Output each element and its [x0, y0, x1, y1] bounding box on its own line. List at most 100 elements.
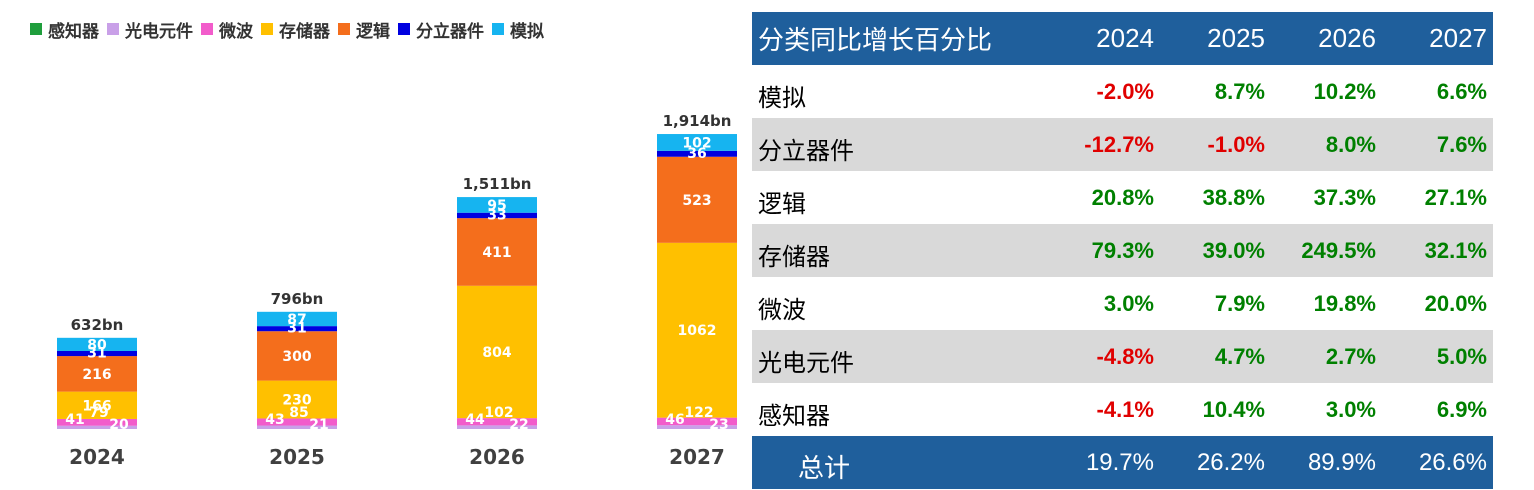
- growth-cell: 3.0%: [1103, 290, 1154, 316]
- total-cell: 89.9%: [1307, 448, 1376, 476]
- bar-segment: [257, 331, 337, 381]
- growth-rate-table: 分类同比增长百分比 2024 2025 2026 2027 模拟 -2.0% 8.7…: [752, 12, 1493, 489]
- bar-value-label: 33: [487, 207, 506, 223]
- bar-value-label: 523: [682, 193, 711, 209]
- x-axis-label: 2027: [669, 445, 725, 469]
- bar-segment: [57, 391, 137, 419]
- x-axis-label: 2025: [269, 445, 325, 469]
- bar-segment: [257, 380, 337, 419]
- bar-value-label: 36: [687, 146, 706, 162]
- chart-legend: 感知器 光电元件 微波 存储器 逻辑 分立器件 模拟: [30, 16, 552, 42]
- growth-cell: 20.8%: [1091, 184, 1154, 210]
- table-total-row: 总计 19.7% 26.2% 89.9% 26.6%: [752, 436, 1493, 489]
- growth-cell: 19.8%: [1313, 290, 1376, 316]
- legend-item: 存储器: [261, 17, 330, 42]
- table-row: 模拟 -2.0% 8.7% 10.2% 6.6%: [752, 65, 1493, 118]
- growth-cell: 249.5%: [1301, 237, 1376, 263]
- legend-item: 光电元件: [107, 17, 193, 42]
- bar-value-label: 102: [484, 405, 513, 421]
- legend-swatch: [30, 23, 42, 35]
- bar-value-label: 102: [682, 135, 711, 151]
- row-category: 感知器: [758, 402, 830, 430]
- row-category: 分立器件: [758, 137, 854, 165]
- total-cell: 26.2%: [1196, 448, 1265, 476]
- row-category: 逻辑: [758, 190, 806, 218]
- bar-value-label: 80: [87, 337, 107, 353]
- growth-cell: -4.8%: [1096, 343, 1154, 369]
- bar-total-label: 1,511bn: [463, 175, 532, 193]
- growth-cell: 10.2%: [1313, 78, 1376, 104]
- legend-swatch: [398, 23, 410, 35]
- bar-segment: [257, 425, 337, 429]
- bar-segment: [457, 197, 537, 213]
- growth-cell: -2.0%: [1096, 78, 1154, 104]
- row-category: 微波: [758, 296, 806, 324]
- bar-value-label: 31: [87, 346, 106, 362]
- bar-value-label: 166: [82, 398, 111, 414]
- growth-cell: 5.0%: [1436, 343, 1487, 369]
- growth-cell: 6.9%: [1436, 396, 1487, 422]
- x-axis-label: 2026: [469, 445, 525, 469]
- bar-value-label: 230: [282, 393, 311, 409]
- table-header-category: 分类同比增长百分比: [758, 26, 993, 56]
- legend-swatch: [492, 23, 504, 35]
- growth-cell: 39.0%: [1202, 237, 1265, 263]
- growth-cell: 8.7%: [1214, 78, 1265, 104]
- table-row: 光电元件 -4.8% 4.7% 2.7% 5.0%: [752, 330, 1493, 383]
- bar-value-label: 95: [487, 198, 506, 214]
- legend-label: 模拟: [510, 21, 544, 42]
- row-category: 存储器: [758, 243, 830, 271]
- table-header-year: 2024: [1096, 23, 1154, 53]
- growth-cell: 38.8%: [1202, 184, 1265, 210]
- bar-value-label: 216: [82, 367, 111, 383]
- table-header-year: 2026: [1318, 23, 1376, 53]
- legend-item: 微波: [201, 17, 253, 42]
- legend-swatch: [201, 23, 213, 35]
- growth-cell: 20.0%: [1424, 290, 1487, 316]
- bar-value-label: 300: [282, 349, 311, 365]
- legend-label: 光电元件: [125, 21, 193, 42]
- growth-cell: 7.6%: [1436, 131, 1487, 157]
- total-label: 总计: [798, 454, 851, 484]
- bar-value-label: 20: [109, 417, 129, 433]
- bar-segment: [657, 425, 737, 429]
- bar-segment: [57, 356, 137, 392]
- total-cell: 26.6%: [1418, 448, 1487, 476]
- bar-value-label: 411: [482, 245, 511, 261]
- bar-segment: [657, 242, 737, 418]
- legend-label: 逻辑: [356, 21, 390, 42]
- bar-value-label: 41: [65, 412, 84, 428]
- bar-value-label: 22: [509, 417, 528, 433]
- table-row: 分立器件 -12.7% -1.0% 8.0% 7.6%: [752, 118, 1493, 171]
- table-header-year: 2027: [1429, 23, 1487, 53]
- bar-segment: [457, 285, 537, 419]
- table-header-row: 分类同比增长百分比 2024 2025 2026 2027: [752, 12, 1493, 65]
- bar-segment: [457, 212, 537, 219]
- total-cell: 19.7%: [1085, 448, 1154, 476]
- growth-cell: -4.1%: [1096, 396, 1154, 422]
- bar-segment: [457, 418, 537, 426]
- growth-cell: 2.7%: [1325, 343, 1376, 369]
- table-header-year: 2025: [1207, 23, 1265, 53]
- bar-segment: [57, 418, 137, 426]
- bar-value-label: 1062: [678, 323, 717, 339]
- legend-label: 感知器: [48, 21, 99, 42]
- legend-label: 微波: [219, 21, 253, 42]
- legend-item: 模拟: [492, 17, 544, 42]
- bar-value-label: 31: [287, 321, 306, 337]
- bar-value-label: 79: [89, 405, 108, 421]
- bar-segment: [57, 425, 137, 429]
- legend-label: 存储器: [279, 21, 330, 42]
- table-row: 逻辑 20.8% 38.8% 37.3% 27.1%: [752, 171, 1493, 224]
- bar-segment: [657, 417, 737, 426]
- growth-cell: 10.4%: [1202, 396, 1265, 422]
- bar-value-label: 44: [465, 412, 485, 428]
- bar-value-label: 43: [265, 412, 284, 428]
- legend-swatch: [107, 23, 119, 35]
- growth-cell: 7.9%: [1214, 290, 1265, 316]
- table-row: 感知器 -4.1% 10.4% 3.0% 6.9%: [752, 383, 1493, 436]
- bar-segment: [257, 326, 337, 332]
- bar-segment: [657, 156, 737, 243]
- table-row: 存储器 79.3% 39.0% 249.5% 32.1%: [752, 224, 1493, 277]
- bar-segment: [457, 218, 537, 286]
